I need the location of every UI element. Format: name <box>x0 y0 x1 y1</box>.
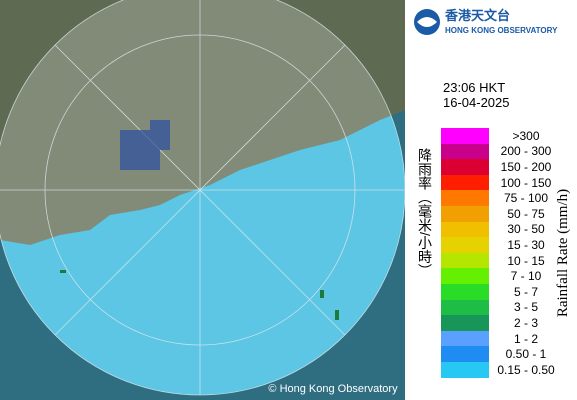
axis-labels-en: Rainfall Rate (mm/h) <box>555 189 571 317</box>
legend-label: >300 <box>512 128 540 143</box>
legend-label: 75 - 100 <box>503 191 549 206</box>
legend-item: 30 - 50 <box>441 221 563 238</box>
legend-item: >300 <box>441 128 563 144</box>
legend-label: 1 - 2 <box>513 331 538 346</box>
legend: >300 200 - 300 150 - 200 100 - 150 75 - 100 5… <box>441 128 563 378</box>
legend-label-zh: 降雨率（毫米/小時） <box>417 148 433 278</box>
legend-label: 50 - 75 <box>507 206 545 221</box>
legend-swatch <box>441 128 489 144</box>
legend-swatch <box>441 221 489 238</box>
legend-item: 7 - 10 <box>441 268 563 284</box>
legend-swatch <box>441 283 489 300</box>
legend-label-en: Rainfall Rate (mm/h) <box>555 189 571 317</box>
legend-item: 200 - 300 <box>441 143 563 160</box>
legend-item: 10 - 15 <box>441 252 563 269</box>
legend-item: 0.50 - 1 <box>441 346 563 362</box>
legend-label: 30 - 50 <box>507 222 545 237</box>
legend-swatch <box>441 252 489 269</box>
legend-item: 50 - 75 <box>441 205 563 222</box>
legend-swatch <box>441 361 489 378</box>
legend-label: 15 - 30 <box>507 237 545 252</box>
legend-label: 7 - 10 <box>510 269 542 284</box>
legend-item: 75 - 100 <box>441 190 563 206</box>
legend-swatch <box>441 159 489 175</box>
legend-label: 0.15 - 0.50 <box>497 362 555 377</box>
legend-swatch <box>441 205 489 222</box>
legend-item: 5 - 7 <box>441 283 563 300</box>
legend-item: 100 - 150 <box>441 174 563 191</box>
legend-item: 2 - 3 <box>441 315 563 331</box>
logo: 香港天文台 HONG KONG OBSERVATORY <box>414 8 558 35</box>
logo-english: HONG KONG OBSERVATORY <box>445 26 558 35</box>
logo-chinese: 香港天文台 <box>444 8 510 23</box>
copyright: © Hong Kong Observatory <box>268 383 398 395</box>
legend-swatch <box>441 346 489 362</box>
legend-label: 10 - 15 <box>507 253 545 268</box>
time: 23:06 HKT <box>443 80 506 95</box>
legend-label: 200 - 300 <box>500 144 552 159</box>
legend-label: 150 - 200 <box>500 159 552 174</box>
axis-labels: 降雨率（毫米/小時） <box>417 148 433 278</box>
legend-swatch <box>441 315 489 331</box>
radar-map: © Hong Kong Observatory <box>0 0 405 400</box>
legend-swatch <box>441 299 489 316</box>
legend-label: 3 - 5 <box>513 300 538 315</box>
legend-swatch <box>441 330 489 347</box>
legend-swatch <box>441 237 489 253</box>
legend-label: 5 - 7 <box>513 284 538 299</box>
legend-swatch <box>441 190 489 206</box>
legend-label: 2 - 3 <box>513 315 538 330</box>
legend-item: 3 - 5 <box>441 299 563 316</box>
legend-item: 150 - 200 <box>441 159 563 175</box>
legend-item: 15 - 30 <box>441 237 563 253</box>
legend-item: 1 - 2 <box>441 330 563 347</box>
date: 16-04-2025 <box>443 95 510 110</box>
legend-panel: 香港天文台 HONG KONG OBSERVATORY 23:06 HKT 16… <box>405 0 577 400</box>
legend-swatch <box>441 268 489 284</box>
legend-swatch <box>441 143 489 160</box>
legend-label: 100 - 150 <box>500 175 552 190</box>
legend-swatch <box>441 174 489 191</box>
legend-item: 0.15 - 0.50 <box>441 361 563 378</box>
legend-label: 0.50 - 1 <box>505 347 547 362</box>
